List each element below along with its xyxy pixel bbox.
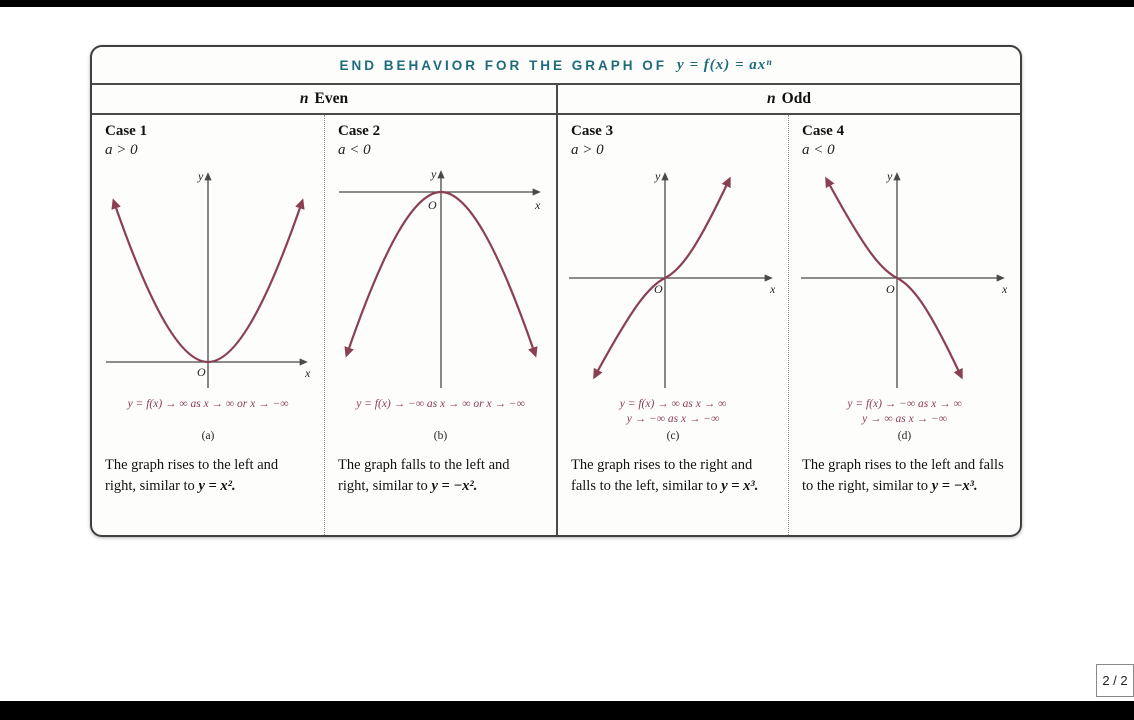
case-3-description: The graph rises to the right and falls t… xyxy=(571,455,775,496)
case-4-condition: a < 0 xyxy=(802,142,835,158)
even-label: Even xyxy=(314,90,349,107)
header-n-odd: n Odd xyxy=(556,85,1020,113)
y-axis-label: y xyxy=(886,169,893,183)
end-behavior-figure: END BEHAVIOR FOR THE GRAPH OF y = f(x) =… xyxy=(90,45,1022,537)
y-axis-label: y xyxy=(430,167,437,181)
case-1-column: Case 1 a > 0 y x O y = f(x) → ∞ as x → ∞… xyxy=(92,115,324,535)
decreasing-cubic-graph: y x O xyxy=(800,169,1008,388)
case-3-caption: y = f(x) → ∞ as x → ∞ y → −∞ as x → −∞ xyxy=(571,397,775,429)
x-axis-label: x xyxy=(534,198,541,212)
description-text: The graph rises to the left and falls to… xyxy=(802,457,1004,494)
header-n-even: n Even xyxy=(92,85,556,113)
description-formula: y = x³. xyxy=(721,477,759,494)
case-1-title: Case 1 xyxy=(105,123,148,139)
y-axis-label: y xyxy=(654,169,661,183)
description-formula: y = x². xyxy=(198,477,236,494)
case-1-sublabel: (a) xyxy=(201,430,215,442)
case-1-graph-area: y x O xyxy=(105,159,311,397)
downward-parabola-graph: y x O xyxy=(338,167,541,388)
parabola-down-curve xyxy=(343,190,538,358)
n-symbol: n xyxy=(767,90,776,107)
case-1-condition: a > 0 xyxy=(105,142,138,158)
case-4-caption: y = f(x) → −∞ as x → ∞ y → ∞ as x → −∞ xyxy=(802,397,1007,429)
page-indicator[interactable]: 2 / 2 xyxy=(1096,664,1134,697)
case-3-graph-area: y x O xyxy=(569,159,776,397)
figure-title-formula: y = f(x) = axⁿ xyxy=(677,56,773,73)
case-2-sublabel: (b) xyxy=(433,430,448,442)
case-2-column: Case 2 a < 0 y x O y = f(x) → −∞ as x → … xyxy=(324,115,556,535)
case-4-title: Case 4 xyxy=(802,123,845,139)
x-axis-label: x xyxy=(304,366,311,380)
case-4-column: Case 4 a < 0 y x O y = f(x) → −∞ as x → … xyxy=(788,115,1020,535)
case-3-sublabel: (c) xyxy=(666,430,680,442)
cases-row: Case 1 a > 0 y x O y = f(x) → ∞ as x → ∞… xyxy=(92,115,1020,535)
figure-title: END BEHAVIOR FOR THE GRAPH OF xyxy=(339,57,668,73)
case-4-description: The graph rises to the left and falls to… xyxy=(802,455,1007,496)
y-axis-label: y xyxy=(197,169,204,183)
caption-line: y → ∞ as x → −∞ xyxy=(862,412,947,425)
description-text: The graph falls to the left and right, s… xyxy=(338,457,510,494)
upward-parabola-graph: y x O xyxy=(106,169,311,388)
description-text: The graph rises to the left and right, s… xyxy=(105,457,279,494)
x-axis-label: x xyxy=(1001,282,1008,296)
description-formula: y = −x³. xyxy=(931,477,978,494)
case-4-graph-area: y x O xyxy=(800,159,1008,397)
caption-line: y = f(x) → −∞ as x → ∞ xyxy=(847,398,962,410)
document-page: END BEHAVIOR FOR THE GRAPH OF y = f(x) =… xyxy=(0,7,1134,701)
case-2-graph-area: y x O xyxy=(338,159,543,397)
origin-label: O xyxy=(428,198,437,212)
cubic-up-curve xyxy=(593,176,731,380)
caption-line: y = f(x) → ∞ as x → ∞ or x → −∞ xyxy=(127,398,289,410)
case-3-title: Case 3 xyxy=(571,123,614,139)
n-symbol: n xyxy=(299,90,309,107)
origin-label: O xyxy=(886,282,895,296)
case-1-caption: y = f(x) → ∞ as x → ∞ or x → −∞ xyxy=(105,397,311,429)
figure-title-bar: END BEHAVIOR FOR THE GRAPH OF y = f(x) =… xyxy=(92,47,1020,85)
case-3-condition: a > 0 xyxy=(571,142,604,158)
case-2-description: The graph falls to the left and right, s… xyxy=(338,455,543,496)
case-2-condition: a < 0 xyxy=(338,142,371,158)
caption-line: y = f(x) → −∞ as x → ∞ or x → −∞ xyxy=(356,398,525,410)
increasing-cubic-graph: y x O xyxy=(569,169,776,388)
x-axis-label: x xyxy=(769,282,776,296)
case-1-description: The graph rises to the left and right, s… xyxy=(105,455,311,496)
parity-header-row: n Even n Odd xyxy=(92,85,1020,115)
parabola-up-curve xyxy=(111,198,305,364)
case-4-sublabel: (d) xyxy=(897,430,912,442)
caption-line: y → −∞ as x → −∞ xyxy=(626,412,720,425)
case-3-column: Case 3 a > 0 y x O y = f(x) → ∞ as x → ∞… xyxy=(556,115,788,535)
description-text: The graph rises to the right and falls t… xyxy=(571,457,753,494)
origin-label: O xyxy=(197,365,206,379)
case-2-caption: y = f(x) → −∞ as x → ∞ or x → −∞ xyxy=(338,397,543,429)
description-formula: y = −x². xyxy=(431,477,478,494)
odd-label: Odd xyxy=(781,90,811,107)
case-2-title: Case 2 xyxy=(338,123,381,139)
cubic-down-curve xyxy=(824,176,963,380)
caption-line: y = f(x) → ∞ as x → ∞ xyxy=(619,398,727,410)
